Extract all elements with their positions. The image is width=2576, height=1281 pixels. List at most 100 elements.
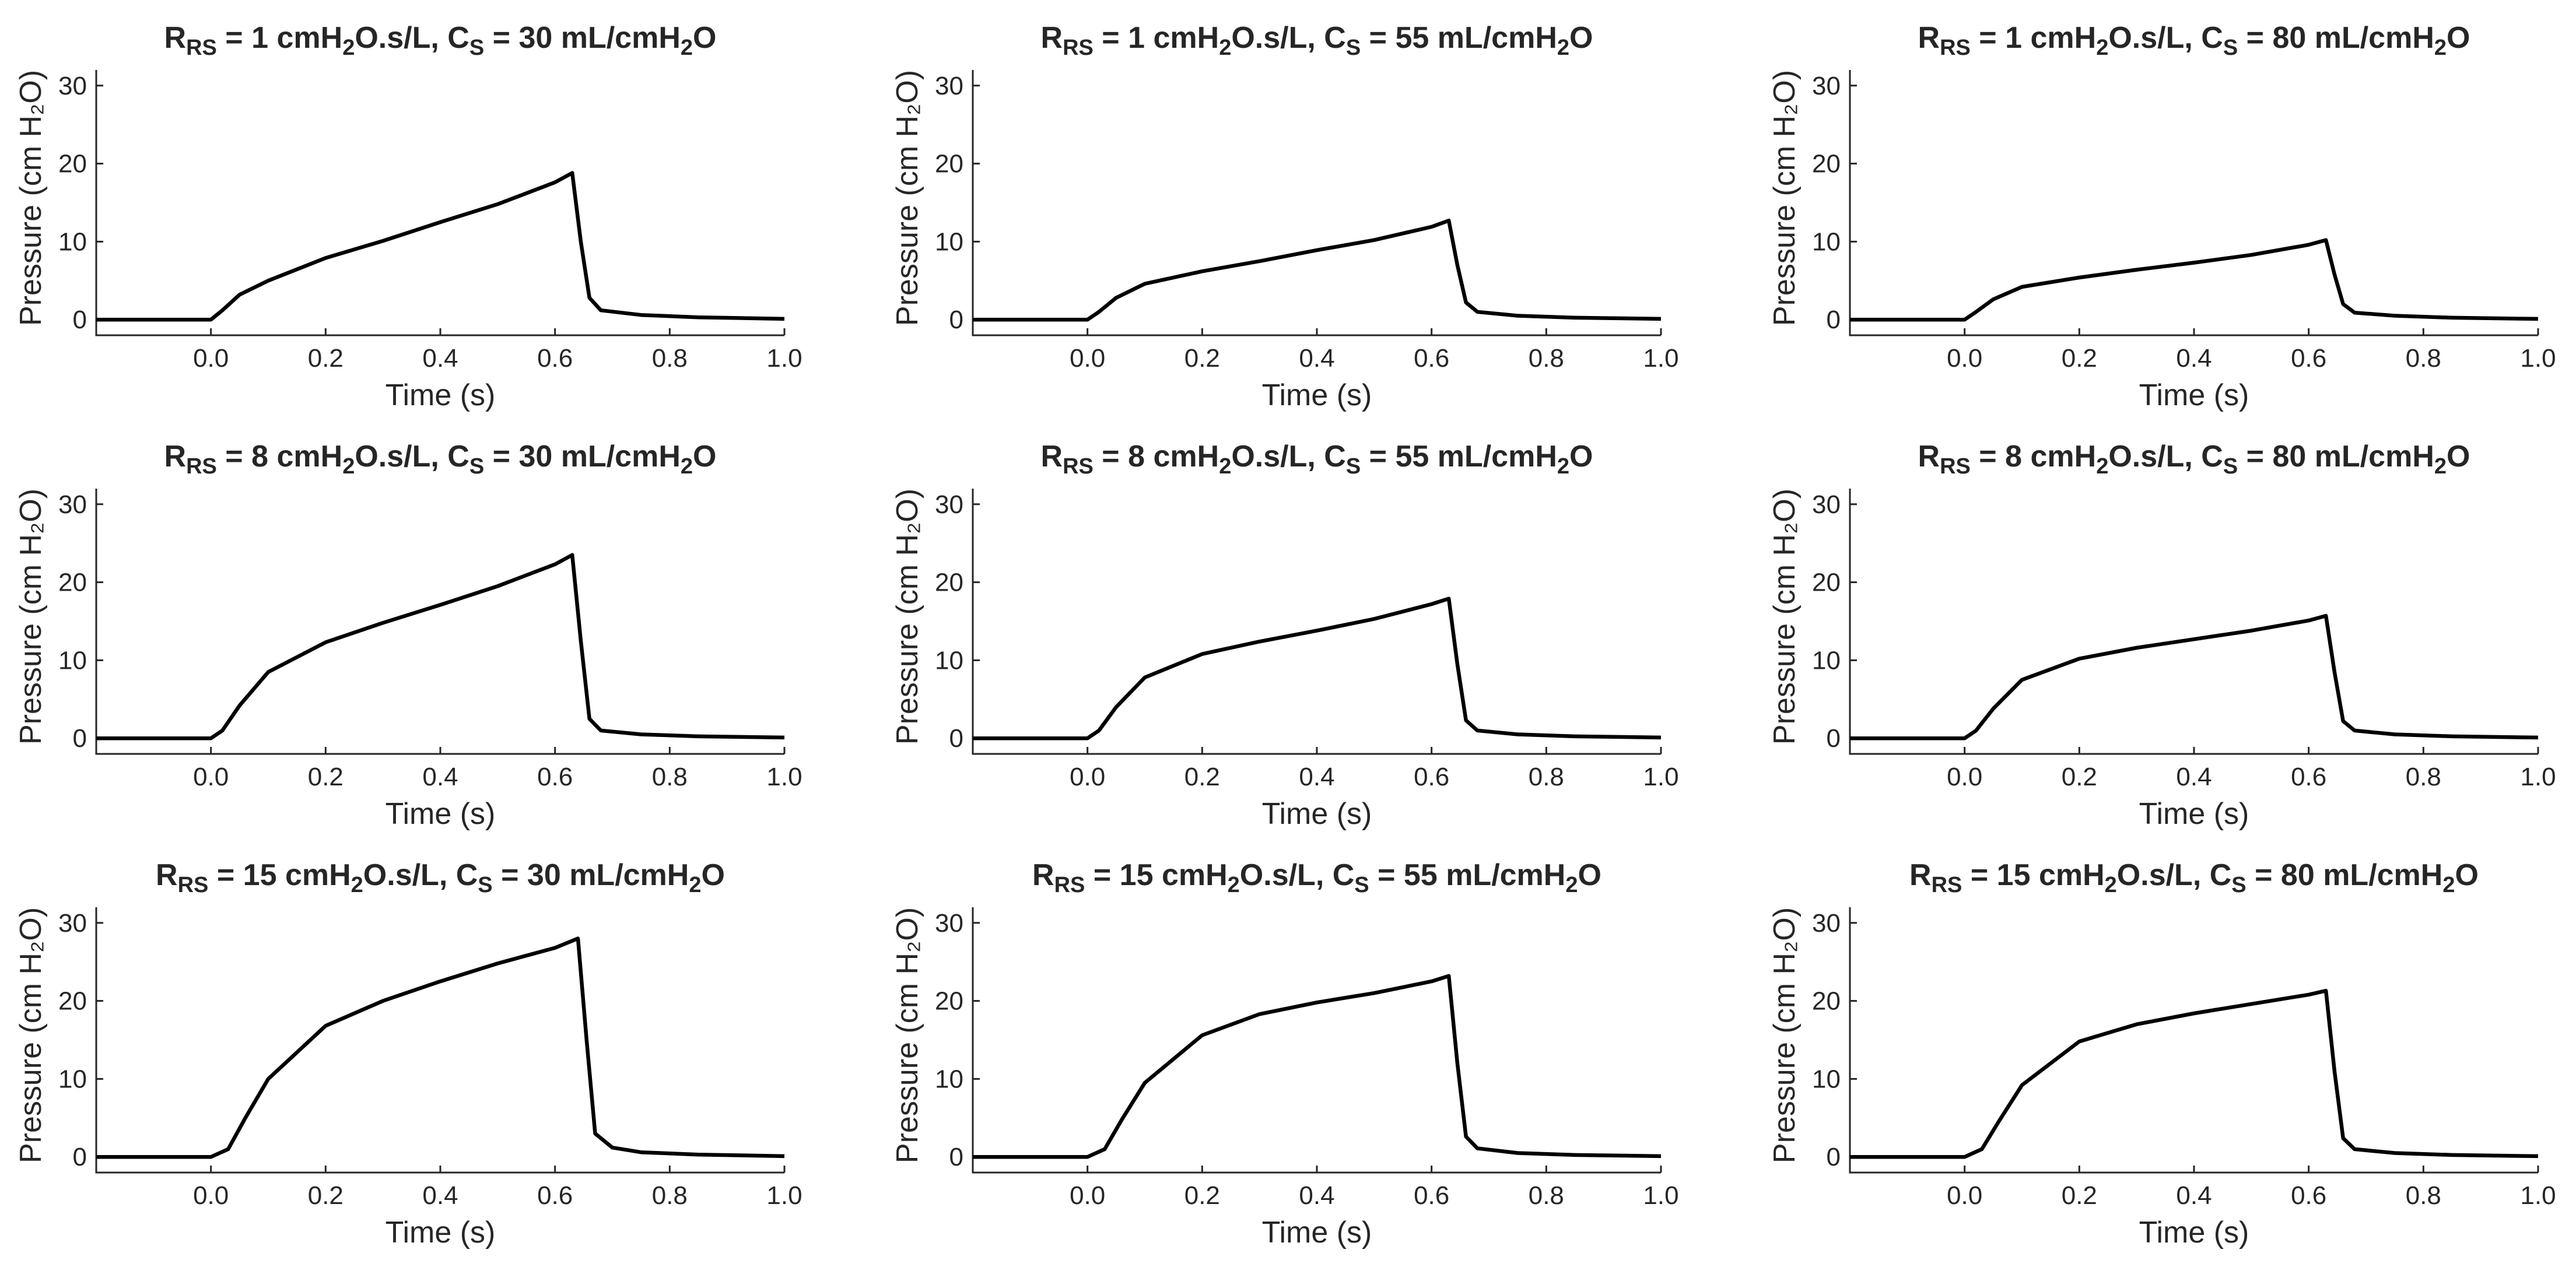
y-tick-label: 0: [73, 724, 87, 753]
panel-title: RRS​ = 15 cmH2​O.s/L, CS​ = 55 mL/cmH2​O: [1032, 858, 1601, 897]
x-tick-label: 0.4: [1299, 344, 1334, 373]
x-tick-label: 0.6: [2291, 344, 2326, 373]
x-tick-label: 0.4: [2176, 1181, 2211, 1210]
x-axis-label: Time (s): [1262, 378, 1372, 412]
x-tick-label: 0.4: [2176, 763, 2211, 791]
y-tick-label: 30: [935, 490, 963, 519]
y-tick-label: 20: [58, 150, 87, 178]
y-tick-label: 20: [1812, 568, 1841, 597]
y-axis-label: Pressure (cm H₂O): [1768, 907, 1802, 1163]
panel-2-3: 0 10 20 30 0.0 0.2 0.4 0.6 0.8 1.0 Time (s) Pressur…: [1768, 440, 2556, 831]
panel-title: RRS​ = 1 cmH2​O.s/L, CS​ = 55 mL/cmH2​O: [1041, 21, 1593, 60]
pressure-curve: [1850, 613, 2539, 740]
y-axis-label: Pressure (cm H₂O): [891, 70, 924, 326]
panel-title: RRS​ = 8 cmH2​O.s/L, CS​ = 30 mL/cmH2​O: [164, 440, 717, 479]
x-tick-label: 0.6: [537, 344, 573, 373]
x-tick-label: 0.0: [1070, 1181, 1105, 1210]
y-tick-label: 10: [1812, 646, 1841, 675]
panel-2-1: 0 10 20 30 0.0 0.2 0.4 0.6 0.8 1.0 Time (s) Pressur…: [14, 440, 802, 831]
axes-frame: [95, 907, 784, 1174]
y-tick-label: 10: [58, 227, 87, 256]
x-tick-label: 1.0: [766, 344, 802, 373]
y-axis-label: Pressure (cm H₂O): [14, 907, 48, 1163]
x-tick-label: 0.8: [652, 344, 688, 373]
x-tick-label: 0.4: [422, 763, 458, 791]
x-axis-label: Time (s): [1262, 797, 1372, 831]
y-tick-label: 30: [1812, 72, 1841, 100]
x-axis-label: Time (s): [385, 797, 496, 831]
axes-frame: [972, 489, 1661, 755]
panel-title: RRS​ = 15 cmH2​O.s/L, CS​ = 30 mL/cmH2​O: [156, 858, 725, 897]
x-axis-label: Time (s): [2139, 1216, 2249, 1250]
y-tick-label: 10: [1812, 227, 1841, 256]
y-tick-label: 0: [949, 724, 963, 753]
y-tick-label: 10: [58, 646, 87, 675]
x-axis-label: Time (s): [385, 1216, 496, 1250]
panel-1-1: 0 10 20 30 0.0 0.2 0.4 0.6 0.8 1.0 Time (s) Pressur…: [14, 21, 802, 412]
panel-1-2: 0 10 20 30 0.0 0.2 0.4 0.6 0.8 1.0 Time (s) Pressur…: [891, 21, 1679, 412]
x-axis-label: Time (s): [2139, 797, 2249, 831]
x-tick-label: 0.6: [2291, 1181, 2326, 1210]
y-axis-label: Pressure (cm H₂O): [14, 70, 48, 326]
x-tick-label: 0.4: [2176, 344, 2211, 373]
pressure-curve: [96, 936, 785, 1159]
x-tick-label: 0.2: [308, 763, 344, 791]
panel-title: RRS​ = 15 cmH2​O.s/L, CS​ = 80 mL/cmH2​O: [1909, 858, 2479, 897]
pressure-curve: [96, 553, 785, 740]
x-tick-label: 0.0: [193, 1181, 229, 1210]
panel-title: RRS​ = 1 cmH2​O.s/L, CS​ = 80 mL/cmH2​O: [1918, 21, 2470, 60]
y-tick-label: 20: [935, 568, 963, 597]
y-axis-label: Pressure (cm H₂O): [1768, 70, 1802, 326]
y-tick-label: 30: [58, 909, 87, 938]
x-tick-label: 0.0: [193, 763, 229, 791]
y-tick-label: 0: [73, 1143, 87, 1171]
x-tick-label: 0.0: [1947, 1181, 1982, 1210]
x-tick-label: 0.6: [1414, 763, 1449, 791]
panel-title: RRS​ = 8 cmH2​O.s/L, CS​ = 55 mL/cmH2​O: [1041, 440, 1593, 479]
y-axis-label: Pressure (cm H₂O): [891, 907, 924, 1163]
x-tick-label: 0.2: [308, 1181, 344, 1210]
x-tick-label: 0.2: [308, 344, 344, 373]
x-tick-label: 0.6: [2291, 763, 2326, 791]
x-tick-label: 0.8: [652, 763, 688, 791]
y-tick-label: 0: [1827, 306, 1841, 334]
panel-3-2: 0 10 20 30 0.0 0.2 0.4 0.6 0.8 1.0 Time (s) Pressur…: [891, 858, 1679, 1250]
x-tick-label: 0.4: [1299, 1181, 1334, 1210]
x-tick-label: 0.4: [422, 344, 458, 373]
x-tick-label: 0.6: [1414, 344, 1449, 373]
x-axis-label: Time (s): [385, 378, 496, 412]
y-tick-label: 0: [949, 1143, 963, 1171]
axes-frame: [1849, 907, 2538, 1174]
pressure-curve: [96, 171, 785, 322]
y-tick-label: 20: [1812, 987, 1841, 1016]
y-tick-label: 10: [58, 1065, 87, 1093]
panel-3-1: 0 10 20 30 0.0 0.2 0.4 0.6 0.8 1.0 Time (s) Pressur…: [14, 858, 802, 1250]
y-tick-label: 20: [58, 568, 87, 597]
y-tick-label: 10: [935, 227, 963, 256]
y-tick-label: 20: [935, 987, 963, 1016]
x-tick-label: 0.6: [1414, 1181, 1449, 1210]
x-tick-label: 0.4: [1299, 763, 1334, 791]
x-tick-label: 1.0: [766, 763, 802, 791]
x-tick-label: 1.0: [766, 1181, 802, 1210]
y-tick-label: 30: [58, 72, 87, 100]
panel-1-3: 0 10 20 30 0.0 0.2 0.4 0.6 0.8 1.0 Time (s) Pressur…: [1768, 21, 2556, 412]
pressure-curve: [973, 596, 1662, 740]
axes-frame: [95, 70, 784, 336]
x-tick-label: 0.0: [1070, 344, 1105, 373]
axes-frame: [95, 489, 784, 755]
y-tick-label: 30: [935, 909, 963, 938]
panel-title: RRS​ = 8 cmH2​O.s/L, CS​ = 80 mL/cmH2​O: [1918, 440, 2470, 479]
y-tick-label: 30: [935, 72, 963, 100]
x-tick-label: 0.8: [2406, 763, 2441, 791]
x-tick-label: 0.8: [2406, 1181, 2441, 1210]
x-tick-label: 0.8: [652, 1181, 688, 1210]
x-tick-label: 0.0: [1947, 763, 1982, 791]
x-tick-label: 1.0: [1643, 763, 1678, 791]
x-tick-label: 0.0: [193, 344, 229, 373]
y-axis-label: Pressure (cm H₂O): [891, 489, 924, 745]
x-tick-label: 1.0: [1643, 1181, 1678, 1210]
y-axis-label: Pressure (cm H₂O): [1768, 489, 1802, 745]
y-tick-label: 20: [58, 987, 87, 1016]
